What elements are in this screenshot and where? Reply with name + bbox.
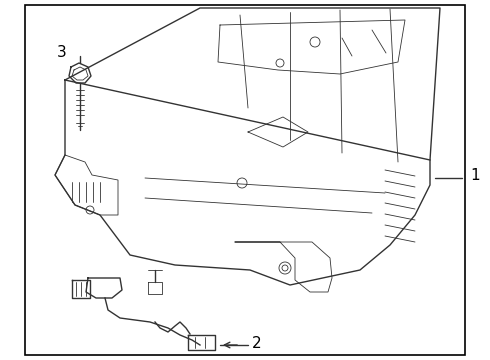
Text: 2: 2 — [252, 336, 262, 351]
Text: 1: 1 — [470, 167, 480, 183]
Text: 3: 3 — [57, 45, 67, 59]
